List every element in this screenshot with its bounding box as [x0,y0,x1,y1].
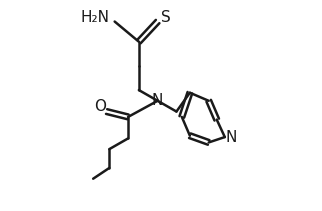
Text: S: S [161,10,171,25]
Text: N: N [152,93,163,108]
Text: O: O [94,99,106,114]
Text: H₂N: H₂N [80,10,109,25]
Text: N: N [226,130,237,145]
